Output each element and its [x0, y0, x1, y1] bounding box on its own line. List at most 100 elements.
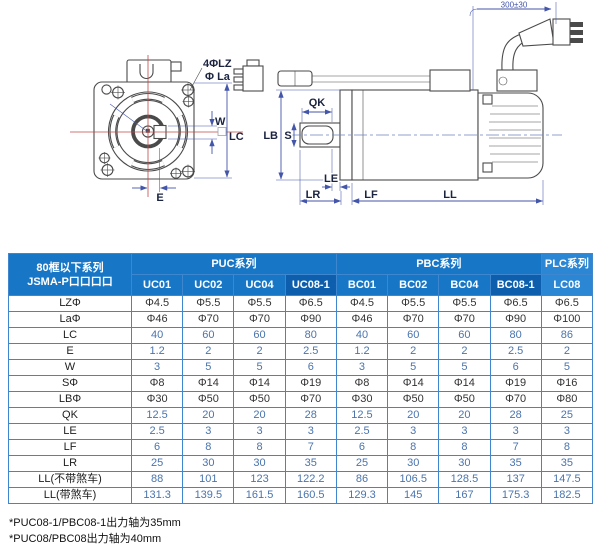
spec-cell: Φ46: [130, 311, 184, 328]
spec-cell: 3: [438, 423, 491, 440]
spec-cell: Φ4.5: [335, 295, 389, 312]
spec-cell: 40: [335, 327, 389, 344]
row-label: SΦ: [8, 375, 132, 392]
spec-cell: 80: [284, 327, 337, 344]
row-label: LL(不带煞车): [8, 471, 132, 488]
column-header-bc08-1: BC08-1: [489, 274, 542, 296]
spec-cell: 131.3: [130, 487, 184, 504]
dimension-qk: QK: [301, 97, 333, 122]
spec-cell: Φ70: [489, 391, 542, 408]
label-phila: Φ La: [205, 71, 231, 83]
spec-cell: Φ19: [489, 375, 542, 392]
spec-cell: 25: [130, 455, 184, 472]
column-header-uc01: UC01: [130, 274, 184, 296]
row-label: E: [8, 343, 132, 360]
spec-cell: 2: [387, 343, 440, 360]
table-row: QK 12.5 20 20 28 12.5 20 20 28 25: [8, 407, 594, 424]
label-lc: LC: [229, 131, 244, 143]
row-label: LaΦ: [8, 311, 132, 328]
spec-cell: 175.3: [489, 487, 542, 504]
spec-cell: 5: [387, 359, 440, 376]
encoder-cable-gland: [429, 69, 471, 92]
spec-cell: 6: [130, 439, 184, 456]
dimension-e: [132, 148, 176, 193]
spec-table: 80框以下系列 JSMA-P口口口口 PUC系列 PBC系列 PLC系列 UC01 UC02…: [8, 253, 594, 504]
column-header-bc01: BC01: [335, 274, 389, 296]
spec-table-body: LZΦ Φ4.5 Φ5.5 Φ5.5 Φ6.5 Φ4.5 Φ5.5 Φ5.5 Φ6.5 Φ6.5 L…: [8, 295, 594, 504]
spec-cell: 6: [489, 359, 542, 376]
plug-head: [552, 18, 571, 46]
spec-cell: 7: [284, 439, 337, 456]
label-e: E: [156, 192, 163, 204]
spec-cell: Φ6.5: [284, 295, 337, 312]
spec-cell: 3: [489, 423, 542, 440]
spec-cell: Φ70: [182, 311, 235, 328]
spec-cell: Φ70: [284, 391, 337, 408]
spec-cell: 128.5: [438, 471, 491, 488]
spec-cell: Φ70: [233, 311, 286, 328]
series-group-header: PUC系列: [131, 253, 337, 275]
spec-cell: 2.5: [284, 343, 337, 360]
spec-cell: Φ14: [438, 375, 491, 392]
footnotes: *PUC08-1/PBC08-1出力轴为35mm *PUC08/PBC08出力轴…: [9, 515, 600, 547]
spec-cell: 2: [540, 343, 594, 360]
label-lb: LB: [263, 130, 278, 142]
spec-cell: 123: [233, 471, 286, 488]
spec-cell: 8: [438, 439, 491, 456]
column-header-uc02: UC02: [182, 274, 235, 296]
spec-cell: 35: [284, 455, 337, 472]
spec-cell: 60: [438, 327, 491, 344]
column-header-lc08: LC08: [540, 274, 594, 296]
column-header-uc08-1: UC08-1: [284, 274, 337, 296]
spec-cell: 40: [130, 327, 184, 344]
table-row: E 1.2 2 2 2.5 1.2 2 2 2.5 2: [8, 343, 594, 360]
corner-header-line: JSMA-P口口口口: [27, 275, 113, 288]
spec-cell: 3: [182, 423, 235, 440]
spec-cell: Φ50: [182, 391, 235, 408]
row-label: LBΦ: [8, 391, 132, 408]
spec-cell: 6: [284, 359, 337, 376]
spec-cell: 25: [335, 455, 389, 472]
rear-housing: [477, 92, 544, 179]
spec-cell: Φ30: [130, 391, 184, 408]
power-cable: [501, 18, 583, 71]
dimension-drawing: 4ΦLZ Φ La W LC E: [70, 1, 583, 206]
plug-boot: [518, 18, 555, 47]
dimension-lb: LB: [263, 89, 341, 181]
spec-cell: 122.2: [284, 471, 337, 488]
spec-cell: 2.5: [335, 423, 389, 440]
label-s: S: [284, 130, 291, 142]
spec-cell: 3: [284, 423, 337, 440]
spec-cell: 20: [387, 407, 440, 424]
table-row: LC 40 60 60 80 40 60 60 80 86: [8, 327, 594, 344]
spec-cell: 8: [387, 439, 440, 456]
spec-cell: 8: [540, 439, 594, 456]
spec-cell: 147.5: [540, 471, 594, 488]
label-cable-length: 300±30: [501, 1, 528, 10]
front-view: 4ΦLZ Φ La W LC E: [70, 55, 244, 206]
column-header-bc02: BC02: [387, 274, 440, 296]
spec-cell: 5: [540, 359, 594, 376]
spec-cell: 2: [233, 343, 286, 360]
column-header-bc04: BC04: [438, 274, 491, 296]
spec-cell: Φ5.5: [182, 295, 235, 312]
spec-cell: 20: [233, 407, 286, 424]
spec-cell: Φ14: [182, 375, 235, 392]
spec-cell: 160.5: [284, 487, 337, 504]
row-label: LC: [8, 327, 132, 344]
spec-cell: 88: [130, 471, 184, 488]
spec-cell: 28: [489, 407, 542, 424]
label-lr: LR: [306, 189, 321, 201]
label-le: LE: [324, 173, 338, 185]
label-qk: QK: [309, 97, 326, 109]
side-view: 300±30 LB S QK LE: [233, 1, 583, 205]
cooling-fins: [489, 105, 541, 163]
dimension-le: LE: [322, 149, 350, 191]
footnote-2: *PUC08/PBC08出力轴为40mm: [9, 533, 162, 545]
dimension-lc: [194, 82, 232, 179]
spec-cell: 28: [284, 407, 337, 424]
spec-cell: 30: [387, 455, 440, 472]
label-lf: LF: [364, 189, 378, 201]
spec-cell: 145: [387, 487, 440, 504]
row-label: LL(带煞车): [8, 487, 132, 504]
